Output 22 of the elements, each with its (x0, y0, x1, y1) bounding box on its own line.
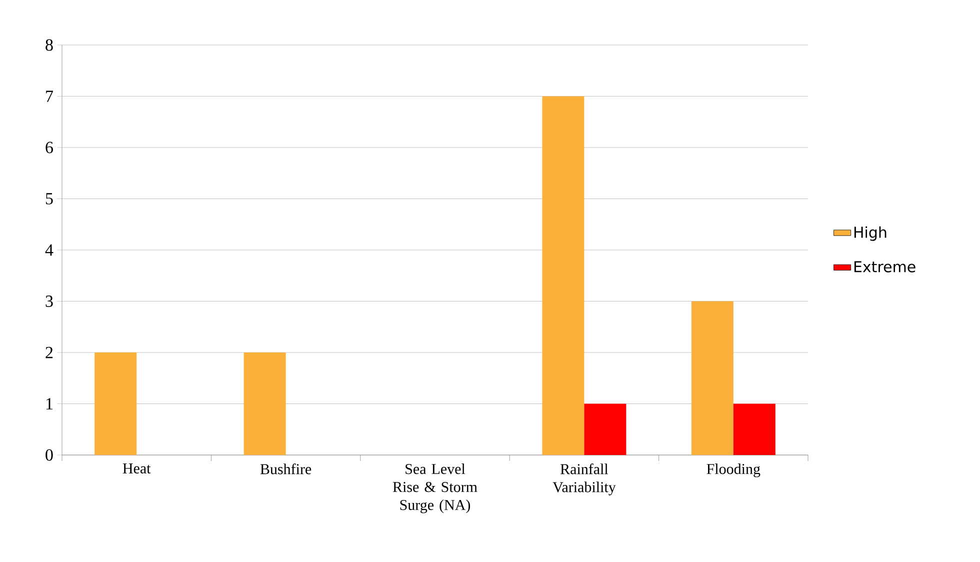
x-tick-label: Sea Level Rise & Storm Surge (NA) (392, 464, 478, 514)
y-tick-label: 2 (46, 346, 53, 358)
y-tick-label: 8 (46, 39, 53, 51)
x-tick-label: Flooding (706, 464, 760, 478)
x-tick-label: Heat (122, 464, 151, 474)
legend-label: High (854, 226, 886, 241)
bar (584, 404, 626, 455)
y-tick-label: 0 (46, 449, 53, 461)
y-tick-label: 6 (46, 142, 53, 154)
bar (691, 301, 734, 455)
bar (542, 96, 584, 455)
bar (94, 352, 137, 455)
bar (733, 404, 776, 455)
legend-label: Extreme (854, 261, 916, 272)
y-tick-label: 1 (46, 398, 52, 410)
y-tick-label: 3 (46, 296, 53, 307)
y-tick-label: 7 (46, 90, 53, 102)
x-tick-label: Rainfall Variability (552, 464, 616, 496)
y-tick-label: 5 (46, 193, 53, 204)
y-tick-label: 4 (45, 244, 54, 256)
x-tick-label: Bushfire (260, 464, 312, 474)
bar (244, 352, 286, 455)
